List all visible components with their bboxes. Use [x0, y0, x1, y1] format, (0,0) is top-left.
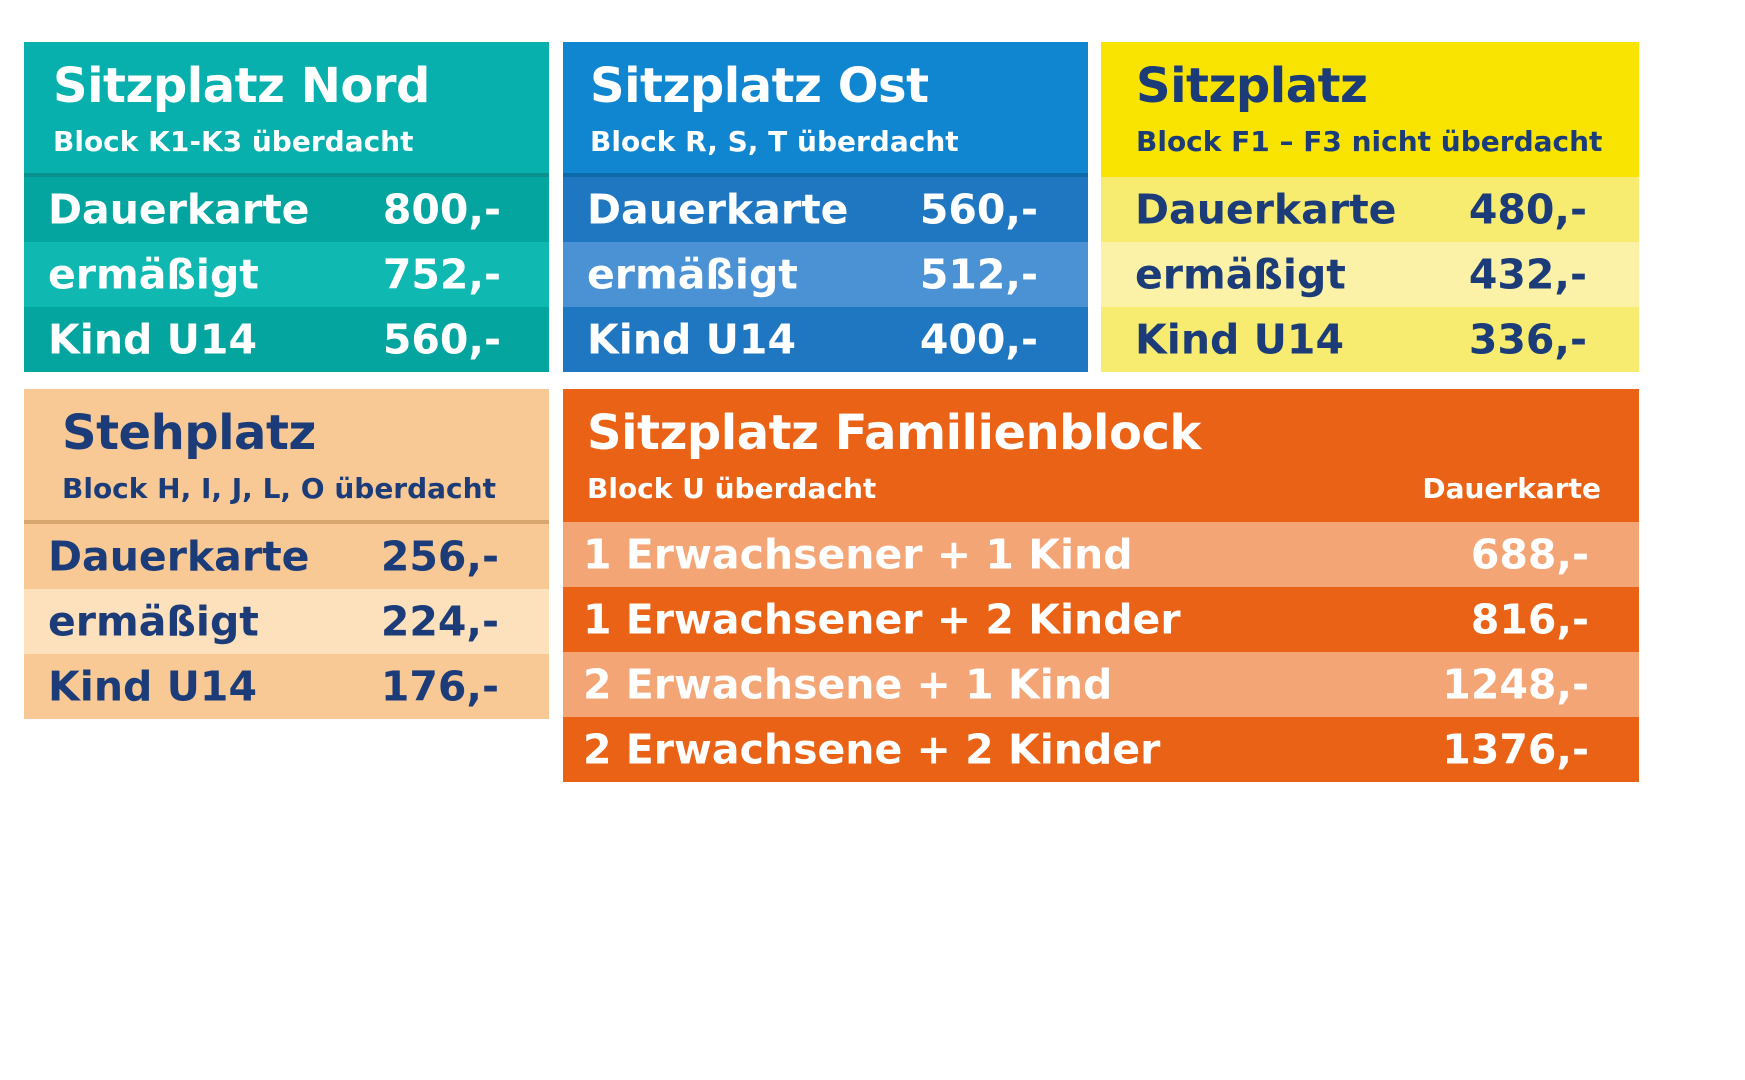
ticket-price: 512,- — [919, 250, 1038, 298]
price-row: 1 Erwachsener + 1 Kind 688,- — [563, 522, 1639, 587]
price-row: Kind U14 176,- — [24, 654, 549, 719]
price-row: Kind U14 400,- — [563, 307, 1088, 372]
ticket-price: 1248,- — [1442, 660, 1589, 708]
card-subtitle: Block U überdacht — [587, 472, 877, 505]
price-row: Dauerkarte 256,- — [24, 524, 549, 589]
ticket-price: 688,- — [1470, 530, 1589, 578]
price-row: Dauerkarte 480,- — [1101, 177, 1639, 242]
price-card-familienblock: Sitzplatz Familienblock Block U überdach… — [563, 389, 1639, 782]
price-row: ermäßigt 512,- — [563, 242, 1088, 307]
ticket-type-label: ermäßigt — [48, 250, 259, 298]
ticket-type-label: Kind U14 — [48, 662, 257, 710]
card-header: Stehplatz Block H, I, J, L, O überdacht — [24, 389, 549, 524]
price-rows: Dauerkarte 560,- ermäßigt 512,- Kind U14… — [563, 177, 1088, 372]
ticket-type-label: Dauerkarte — [587, 185, 849, 233]
price-row: Dauerkarte 800,- — [24, 177, 549, 242]
ticket-type-label: Dauerkarte — [48, 185, 310, 233]
ticket-price: 224,- — [380, 597, 499, 645]
card-subtitle: Block K1-K3 überdacht — [53, 125, 414, 158]
ticket-type-label: ermäßigt — [48, 597, 259, 645]
column-header-dauerkarte: Dauerkarte — [1422, 472, 1601, 505]
card-title: Stehplatz — [62, 405, 316, 461]
ticket-price: 256,- — [380, 532, 499, 580]
price-row: ermäßigt 432,- — [1101, 242, 1639, 307]
ticket-price: 336,- — [1468, 315, 1587, 363]
price-rows: Dauerkarte 480,- ermäßigt 432,- Kind U14… — [1101, 177, 1639, 372]
ticket-price: 1376,- — [1442, 725, 1589, 773]
ticket-type-label: Kind U14 — [1135, 315, 1344, 363]
header-divider — [563, 173, 1088, 177]
card-header: Sitzplatz Ost Block R, S, T überdacht — [563, 42, 1088, 177]
ticket-type-label: Dauerkarte — [48, 532, 310, 580]
ticket-price: 560,- — [919, 185, 1038, 233]
price-rows: Dauerkarte 256,- ermäßigt 224,- Kind U14… — [24, 524, 549, 719]
ticket-price: 400,- — [919, 315, 1038, 363]
ticket-type-label: 2 Erwachsene + 1 Kind — [583, 660, 1113, 708]
price-row: Kind U14 336,- — [1101, 307, 1639, 372]
price-card-sitzplatz-f-block: Sitzplatz Block F1 – F3 nicht überdacht … — [1101, 42, 1639, 372]
price-row: 1 Erwachsener + 2 Kinder 816,- — [563, 587, 1639, 652]
header-divider — [24, 520, 549, 524]
ticket-price: 752,- — [382, 250, 501, 298]
card-subtitle: Block R, S, T überdacht — [590, 125, 959, 158]
price-card-stehplatz: Stehplatz Block H, I, J, L, O überdacht … — [24, 389, 549, 719]
price-row: ermäßigt 752,- — [24, 242, 549, 307]
price-row: Kind U14 560,- — [24, 307, 549, 372]
price-rows: 1 Erwachsener + 1 Kind 688,- 1 Erwachsen… — [563, 522, 1639, 782]
ticket-type-label: ermäßigt — [587, 250, 798, 298]
price-row: 2 Erwachsene + 2 Kinder 1376,- — [563, 717, 1639, 782]
ticket-price: 176,- — [380, 662, 499, 710]
header-divider — [24, 173, 549, 177]
card-title: Sitzplatz Nord — [53, 58, 430, 114]
ticket-type-label: ermäßigt — [1135, 250, 1346, 298]
price-card-sitzplatz-ost: Sitzplatz Ost Block R, S, T überdacht Da… — [563, 42, 1088, 372]
ticket-type-label: Kind U14 — [48, 315, 257, 363]
ticket-price: 816,- — [1470, 595, 1589, 643]
price-row: 2 Erwachsene + 1 Kind 1248,- — [563, 652, 1639, 717]
card-subtitle: Block F1 – F3 nicht überdacht — [1136, 125, 1603, 158]
ticket-price: 432,- — [1468, 250, 1587, 298]
price-rows: Dauerkarte 800,- ermäßigt 752,- Kind U14… — [24, 177, 549, 372]
price-row: ermäßigt 224,- — [24, 589, 549, 654]
card-header: Sitzplatz Nord Block K1-K3 überdacht — [24, 42, 549, 177]
ticket-price: 800,- — [382, 185, 501, 233]
ticket-price: 560,- — [382, 315, 501, 363]
ticket-type-label: 1 Erwachsener + 1 Kind — [583, 530, 1133, 578]
card-header: Sitzplatz Familienblock Block U überdach… — [563, 389, 1639, 522]
ticket-type-label: Kind U14 — [587, 315, 796, 363]
card-title: Sitzplatz Familienblock — [587, 405, 1201, 461]
ticket-type-label: Dauerkarte — [1135, 185, 1397, 233]
card-title: Sitzplatz — [1136, 58, 1368, 114]
ticket-type-label: 2 Erwachsene + 2 Kinder — [583, 725, 1161, 773]
card-title: Sitzplatz Ost — [590, 58, 929, 114]
ticket-price: 480,- — [1468, 185, 1587, 233]
price-card-sitzplatz-nord: Sitzplatz Nord Block K1-K3 überdacht Dau… — [24, 42, 549, 372]
price-row: Dauerkarte 560,- — [563, 177, 1088, 242]
card-subtitle: Block H, I, J, L, O überdacht — [62, 472, 496, 505]
ticket-type-label: 1 Erwachsener + 2 Kinder — [583, 595, 1181, 643]
card-header: Sitzplatz Block F1 – F3 nicht überdacht — [1101, 42, 1639, 177]
